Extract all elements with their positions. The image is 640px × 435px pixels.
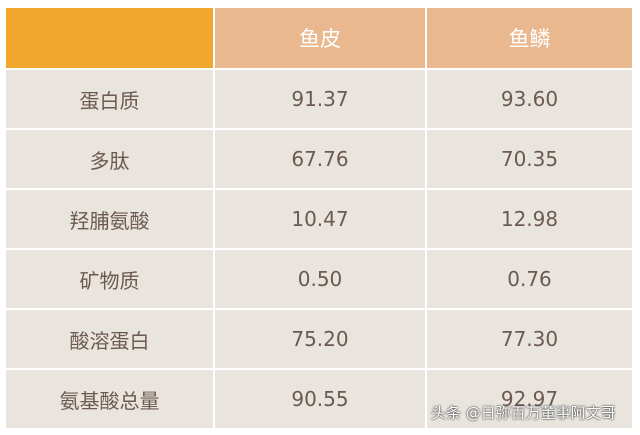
fish-skin-value: 10.47 (215, 190, 425, 248)
fish-scale-value: 12.98 (427, 190, 632, 248)
header-corner (6, 8, 213, 68)
row-label: 矿物质 (6, 250, 213, 308)
row-label: 氨基酸总量 (6, 370, 213, 428)
header-fish-skin: 鱼皮 (215, 8, 425, 68)
fish-scale-value: 77.30 (427, 310, 632, 368)
watermark: 头条 @日弥百万董事阿文哥 (431, 404, 616, 422)
row-label: 酸溶蛋白 (6, 310, 213, 368)
fish-skin-value: 75.20 (215, 310, 425, 368)
data-table: 鱼皮 鱼鳞 蛋白质 91.37 93.60 多肽 67.76 70.35 羟脯氨酸 10.47… (6, 8, 632, 428)
row-label: 多肽 (6, 130, 213, 188)
fish-skin-value: 91.37 (215, 70, 425, 128)
row-label: 蛋白质 (6, 70, 213, 128)
fish-skin-value: 0.50 (215, 250, 425, 308)
fish-scale-value: 0.76 (427, 250, 632, 308)
fish-scale-value: 70.35 (427, 130, 632, 188)
fish-scale-value: 93.60 (427, 70, 632, 128)
fish-skin-value: 67.76 (215, 130, 425, 188)
row-label: 羟脯氨酸 (6, 190, 213, 248)
fish-skin-value: 90.55 (215, 370, 425, 428)
fish-scale-value: 92.97 (427, 370, 632, 428)
header-fish-scale: 鱼鳞 (427, 8, 632, 68)
